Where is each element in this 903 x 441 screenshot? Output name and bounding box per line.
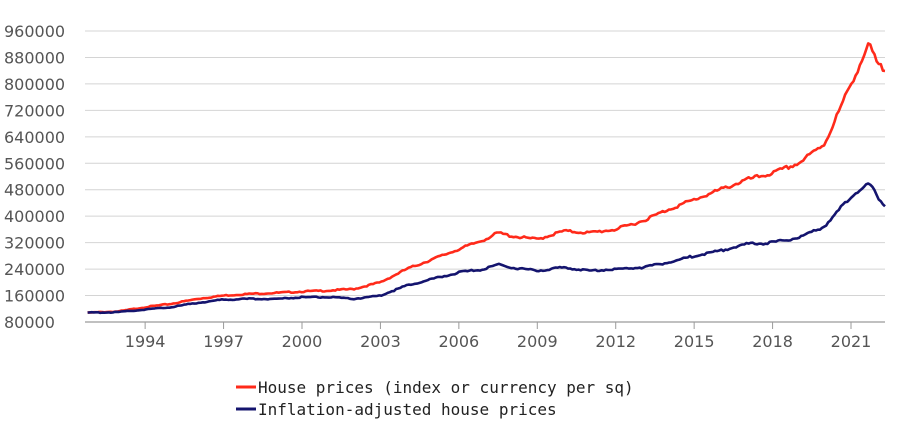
x-tick-label: 2021 xyxy=(831,332,872,351)
y-tick-label: 640000 xyxy=(4,128,65,147)
series-line-inflation-adjusted xyxy=(87,182,886,315)
y-tick-label: 960000 xyxy=(4,22,65,41)
y-tick-label: 880000 xyxy=(4,48,65,67)
y-axis-ticks: 80000 160000 240000 320000 400000 480000 56000… xyxy=(4,22,65,332)
x-tick-label: 2018 xyxy=(752,332,793,351)
y-tick-label: 720000 xyxy=(4,101,65,120)
x-tick-label: 2006 xyxy=(438,332,479,351)
series-line-house-prices xyxy=(87,42,886,314)
series-group xyxy=(87,42,886,315)
x-tick-label: 1994 xyxy=(125,332,166,351)
y-tick-label: 320000 xyxy=(4,234,65,253)
x-tick-label: 2003 xyxy=(360,332,401,351)
y-tick-label: 560000 xyxy=(4,154,65,173)
x-tick-label: 2009 xyxy=(517,332,558,351)
legend-label-house-prices: House prices (index or currency per sq) xyxy=(258,378,634,397)
grid-lines xyxy=(85,30,885,297)
y-tick-label: 480000 xyxy=(4,181,65,200)
legend-label-inflation-adjusted: Inflation-adjusted house prices xyxy=(258,400,557,419)
y-tick-label: 400000 xyxy=(4,207,65,226)
y-tick-label: 240000 xyxy=(4,260,65,279)
x-tick-label: 2012 xyxy=(595,332,636,351)
y-tick-label: 160000 xyxy=(4,287,65,306)
x-tick-label: 1997 xyxy=(203,332,244,351)
x-tick-label: 2015 xyxy=(674,332,715,351)
y-tick-label: 800000 xyxy=(4,75,65,94)
x-axis-ticks: 1994 1997 2000 2003 2006 2009 2012 2015 2018 2021 xyxy=(125,322,872,351)
legend: House prices (index or currency per sq) … xyxy=(236,378,634,419)
y-tick-label: 80000 xyxy=(4,313,55,332)
x-tick-label: 2000 xyxy=(282,332,323,351)
